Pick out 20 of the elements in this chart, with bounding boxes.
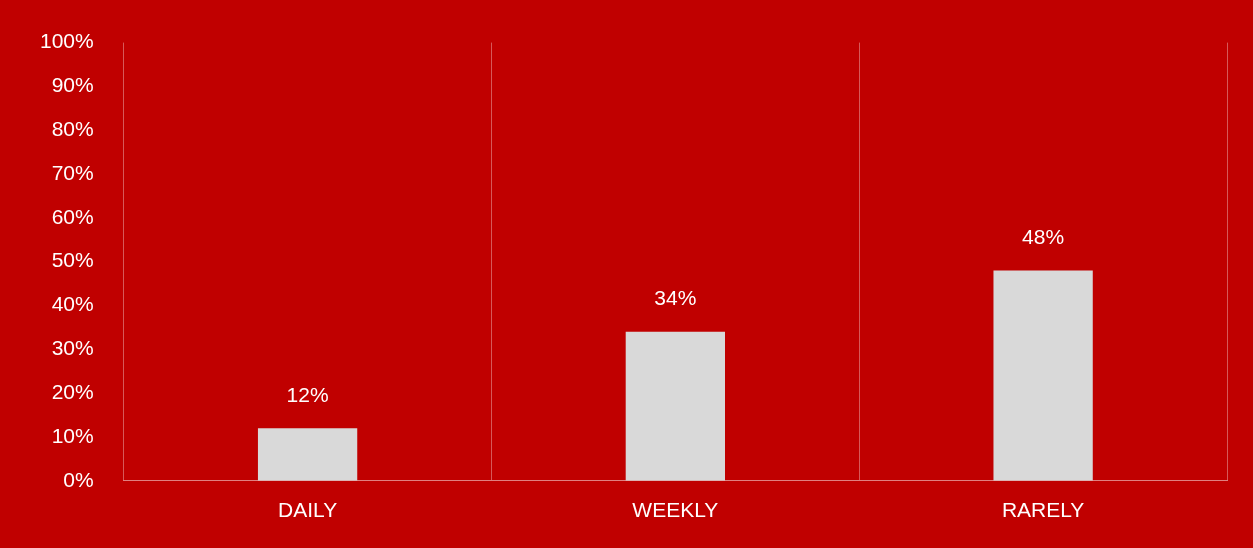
data-label: 48% [1022,224,1065,248]
data-label: 12% [286,382,329,406]
y-tick-label: 80% [51,117,94,141]
x-tick-label: RARELY [1001,498,1085,522]
y-tick-label: 0% [63,467,94,491]
y-tick-label: 70% [51,160,94,184]
y-tick-label: 20% [51,379,94,403]
y-tick-label: 30% [51,336,94,360]
y-tick-label: 60% [51,204,94,228]
x-tick-label: WEEKLY [632,498,719,522]
y-tick-label: 90% [51,73,94,97]
y-tick-label: 100% [39,29,94,53]
y-tick-label: 50% [51,248,94,272]
x-tick-label: DAILY [278,498,338,522]
data-label: 34% [654,286,697,310]
bar [993,270,1093,481]
bar [257,428,358,481]
y-tick-label: 40% [51,292,94,316]
y-tick-label: 10% [51,423,94,447]
bar [625,331,725,481]
